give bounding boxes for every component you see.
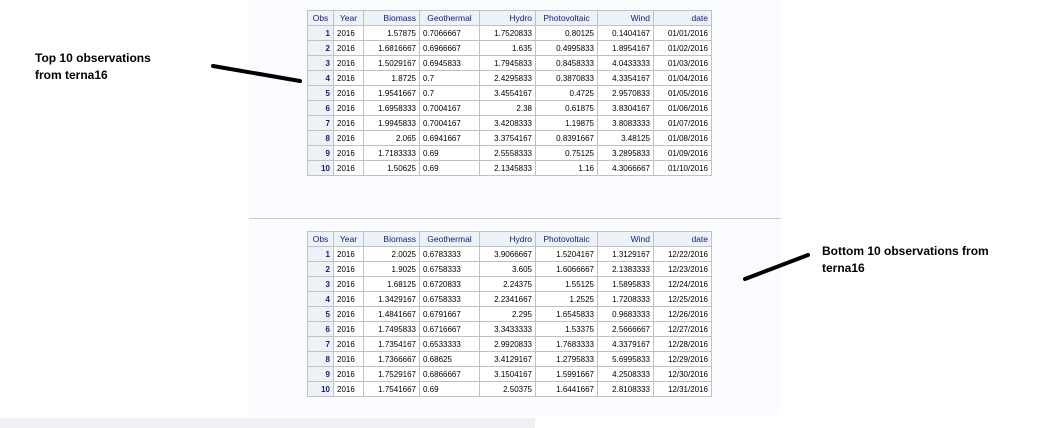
cell-obs: 6 <box>307 321 334 337</box>
top-note-line-1: Top 10 observations <box>35 51 151 65</box>
table-header-row: Obs Year Biomass Geothermal Hydro Photov… <box>307 10 712 26</box>
cell-obs: 3 <box>307 276 334 292</box>
column-header-geothermal: Geothermal <box>419 10 480 26</box>
table-row: 5 2016 1.9541667 0.7 3.4554167 0.4725 2.957083… <box>307 85 712 101</box>
cell-obs: 7 <box>307 336 334 352</box>
cell-obs: 4 <box>307 291 334 307</box>
cell-wind: 4.3066667 <box>597 160 654 176</box>
column-header-photovoltaic: Photovoltaic <box>535 10 598 26</box>
table-row: 4 2016 1.3429167 0.6758333 2.2341667 1.2525 1.… <box>307 291 712 307</box>
cell-obs: 5 <box>307 85 334 101</box>
cell-obs: 5 <box>307 306 334 322</box>
table-row: 2 2016 1.6816667 0.6966667 1.635 0.4995833 1.8… <box>307 40 712 56</box>
cell-obs: 10 <box>307 160 334 176</box>
top-note-line-2: from terna16 <box>35 68 108 82</box>
cell-obs: 10 <box>307 381 334 397</box>
column-header-hydro: Hydro <box>479 231 536 247</box>
cell-geothermal: 0.69 <box>419 160 480 176</box>
table-row: 3 2016 1.5029167 0.6945833 1.7945833 0.845833… <box>307 55 712 71</box>
table-row: 9 2016 1.7183333 0.69 2.5558333 0.75125 3.2895… <box>307 145 712 161</box>
table-row: 2 2016 1.9025 0.6758333 3.605 1.6066667 2.1383… <box>307 261 712 277</box>
table-header-row: Obs Year Biomass Geothermal Hydro Photov… <box>307 231 712 247</box>
cell-photovoltaic: 1.16 <box>535 160 598 176</box>
column-header-biomass: Biomass <box>363 231 420 247</box>
top-note-pointer-line <box>211 64 302 83</box>
table-row: 8 2016 2.065 0.6941667 3.3754167 0.8391667 3.4… <box>307 130 712 146</box>
bottom-note-line-2: terna16 <box>822 261 865 275</box>
bottom-observations-note: Bottom 10 observations from terna16 <box>822 243 989 277</box>
table-row: 8 2016 1.7366667 0.68625 3.4129167 1.2795833 5… <box>307 351 712 367</box>
output-separator <box>249 218 781 219</box>
column-header-date: date <box>653 10 712 26</box>
cell-wind: 2.8108333 <box>597 381 654 397</box>
table-row: 10 2016 1.7541667 0.69 2.50375 1.6441667 2.810… <box>307 381 712 397</box>
cell-obs: 8 <box>307 130 334 146</box>
table-row: 1 2016 1.57875 0.7066667 1.7520833 0.80125 0.1… <box>307 25 712 41</box>
top-observations-table: Obs Year Biomass Geothermal Hydro Photov… <box>307 10 712 176</box>
bottom-note-pointer-line <box>743 253 810 281</box>
table-row: 5 2016 1.4841667 0.6791667 2.295 1.6545833 0.9… <box>307 306 712 322</box>
cell-date: 01/10/2016 <box>653 160 712 176</box>
cell-obs: 2 <box>307 261 334 277</box>
table-row: 10 2016 1.50625 0.69 2.1345833 1.16 4.3066667 0… <box>307 160 712 176</box>
column-header-date: date <box>653 231 712 247</box>
top-observations-note: Top 10 observations from terna16 <box>35 50 151 84</box>
column-header-obs: Obs <box>307 231 334 247</box>
bottom-note-line-1: Bottom 10 observations from <box>822 244 989 258</box>
column-header-wind: Wind <box>597 231 654 247</box>
cell-date: 12/31/2016 <box>653 381 712 397</box>
column-header-wind: Wind <box>597 10 654 26</box>
cell-biomass: 1.7541667 <box>363 381 420 397</box>
bottom-observations-table: Obs Year Biomass Geothermal Hydro Photov… <box>307 231 712 397</box>
column-header-year: Year <box>333 10 364 26</box>
cell-obs: 1 <box>307 246 334 262</box>
table-row: 3 2016 1.68125 0.6720833 2.24375 1.55125 1.589… <box>307 276 712 292</box>
table-row: 9 2016 1.7529167 0.6866667 3.1504167 1.599166… <box>307 366 712 382</box>
bottom-strip <box>0 418 535 428</box>
table-row: 7 2016 1.7354167 0.6533333 2.9920833 1.768333… <box>307 336 712 352</box>
table-row: 6 2016 1.6958333 0.7004167 2.38 0.61875 3.8304… <box>307 100 712 116</box>
cell-obs: 8 <box>307 351 334 367</box>
cell-obs: 4 <box>307 70 334 86</box>
table-row: 1 2016 2.0025 0.6783333 3.9066667 1.5204167 1.… <box>307 246 712 262</box>
cell-obs: 3 <box>307 55 334 71</box>
cell-obs: 2 <box>307 40 334 56</box>
